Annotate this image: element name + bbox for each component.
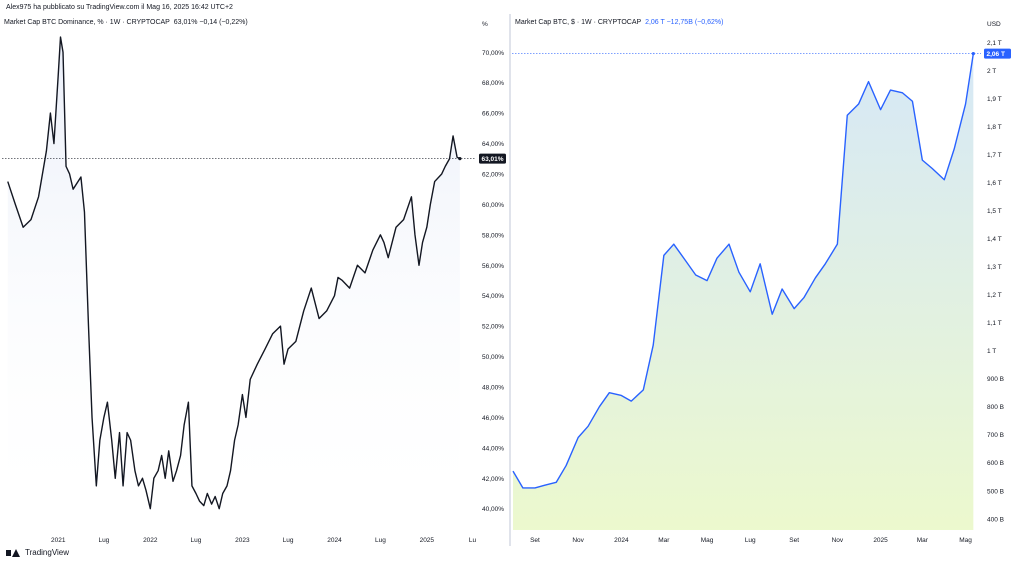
y-tick-label: 2,1 T xyxy=(987,40,1002,47)
y-tick-label: 800 B xyxy=(987,404,1004,411)
last-value-point[interactable] xyxy=(458,157,462,161)
y-tick-label: 58,00% xyxy=(482,232,504,239)
y-tick-label: 70,00% xyxy=(482,50,504,57)
y-axis-unit: USD xyxy=(987,21,1001,28)
chart-title: Market Cap BTC, $ · 1W · CRYPTOCAP xyxy=(515,19,642,26)
y-tick-label: 60,00% xyxy=(482,202,504,209)
chart-title: Market Cap BTC Dominance, % · 1W · CRYPT… xyxy=(4,19,170,26)
chart-legend: Market Cap BTC, $ · 1W · CRYPTOCAP 2,06 … xyxy=(515,19,723,26)
last-value-tag xyxy=(984,48,1011,59)
y-tick-label: 40,00% xyxy=(482,506,504,513)
y-tick-label: 42,00% xyxy=(482,476,504,483)
x-tick-label: Nov xyxy=(572,537,584,544)
series-line[interactable] xyxy=(7,36,461,510)
y-tick-label: 46,00% xyxy=(482,415,504,422)
last-value-text: 63,01% xyxy=(482,156,504,163)
btc-dominance-chart[interactable]: 40,00% 42,00% 44,00% 46,00% 48,00% 50,00% 52,0… xyxy=(0,14,509,546)
x-tick-label: 2025 xyxy=(420,537,435,544)
x-tick-label: Nov xyxy=(832,537,844,544)
last-value-text: 2,06 T xyxy=(987,51,1005,58)
x-tick-label: Lug xyxy=(191,537,202,544)
publisher-line: Alex975 ha pubblicato su TradingView.com… xyxy=(6,4,233,11)
x-tick-label: Set xyxy=(789,537,799,544)
y-tick-label: 400 B xyxy=(987,516,1004,523)
y-tick-label: 44,00% xyxy=(482,445,504,452)
x-tick-label: Mar xyxy=(658,537,670,544)
last-value-point[interactable] xyxy=(971,52,975,56)
x-tick-label: 2021 xyxy=(51,537,66,544)
x-tick-label: 2024 xyxy=(327,537,342,544)
y-tick-label: 1,3 T xyxy=(987,264,1002,271)
x-tick-label: Lug xyxy=(98,537,109,544)
y-tick-label: 62,00% xyxy=(482,171,504,178)
y-tick-label: 500 B xyxy=(987,488,1004,495)
y-tick-label: 1,1 T xyxy=(987,320,1002,327)
x-tick-label: Mag xyxy=(959,537,972,544)
legend-values: 2,06 T −12,75B (−0,62%) xyxy=(645,19,724,26)
y-tick-label: 1,5 T xyxy=(987,208,1002,215)
chart-legend: Market Cap BTC Dominance, % · 1W · CRYPT… xyxy=(4,19,248,26)
last-value-tag xyxy=(479,153,506,164)
x-tick-label: Lug xyxy=(375,537,386,544)
btc-dominance-svg[interactable]: 40,00% 42,00% 44,00% 46,00% 48,00% 50,00% 52,0… xyxy=(0,14,509,546)
y-tick-label: 50,00% xyxy=(482,354,504,361)
y-tick-label: 64,00% xyxy=(482,141,504,148)
x-tick-label: Set xyxy=(530,537,540,544)
btc-marketcap-chart[interactable]: 400 B 500 B 600 B 700 B 800 B 900 B 1 T 1,1 T 1,… xyxy=(511,14,1024,546)
x-tick-label: Mar xyxy=(917,537,929,544)
y-tick-label: 54,00% xyxy=(482,293,504,300)
series-line[interactable] xyxy=(512,53,975,489)
y-tick-label: 68,00% xyxy=(482,80,504,87)
tradingview-branding[interactable]: TradingView xyxy=(6,548,69,557)
y-tick-label: 2 T xyxy=(987,68,996,75)
y-tick-label: 700 B xyxy=(987,432,1004,439)
y-tick-label: 1,2 T xyxy=(987,292,1002,299)
y-tick-label: 66,00% xyxy=(482,111,504,118)
series-area-fill xyxy=(7,37,460,531)
x-tick-label: 2025 xyxy=(873,537,888,544)
x-tick-label: 2023 xyxy=(235,537,250,544)
y-tick-label: 52,00% xyxy=(482,324,504,331)
x-tick-label: Mag xyxy=(701,537,714,544)
y-tick-label: 600 B xyxy=(987,460,1004,467)
y-tick-label: 48,00% xyxy=(482,384,504,391)
brand-name: TradingView xyxy=(25,548,70,557)
x-tick-label: Lu xyxy=(469,537,477,544)
series-area-fill xyxy=(513,53,974,531)
x-tick-label: 2024 xyxy=(614,537,629,544)
y-axis-unit: % xyxy=(482,21,488,28)
y-tick-label: 56,00% xyxy=(482,263,504,270)
y-tick-label: 1,7 T xyxy=(987,152,1002,159)
legend-values: 63,01% −0,14 (−0,22%) xyxy=(173,19,248,26)
tradingview-logo-icon xyxy=(6,548,22,557)
y-tick-label: 1 T xyxy=(987,348,996,355)
y-tick-label: 900 B xyxy=(987,376,1004,383)
btc-marketcap-svg[interactable]: 400 B 500 B 600 B 700 B 800 B 900 B 1 T 1,1 T 1,… xyxy=(511,14,1024,546)
x-tick-label: 2022 xyxy=(143,537,158,544)
y-tick-label: 1,6 T xyxy=(987,180,1002,187)
y-tick-label: 1,8 T xyxy=(987,124,1002,131)
x-tick-label: Lug xyxy=(283,537,294,544)
x-tick-label: Lug xyxy=(745,537,756,544)
pane-divider[interactable] xyxy=(509,14,511,546)
y-tick-label: 1,9 T xyxy=(987,96,1002,103)
y-tick-label: 1,4 T xyxy=(987,236,1002,243)
